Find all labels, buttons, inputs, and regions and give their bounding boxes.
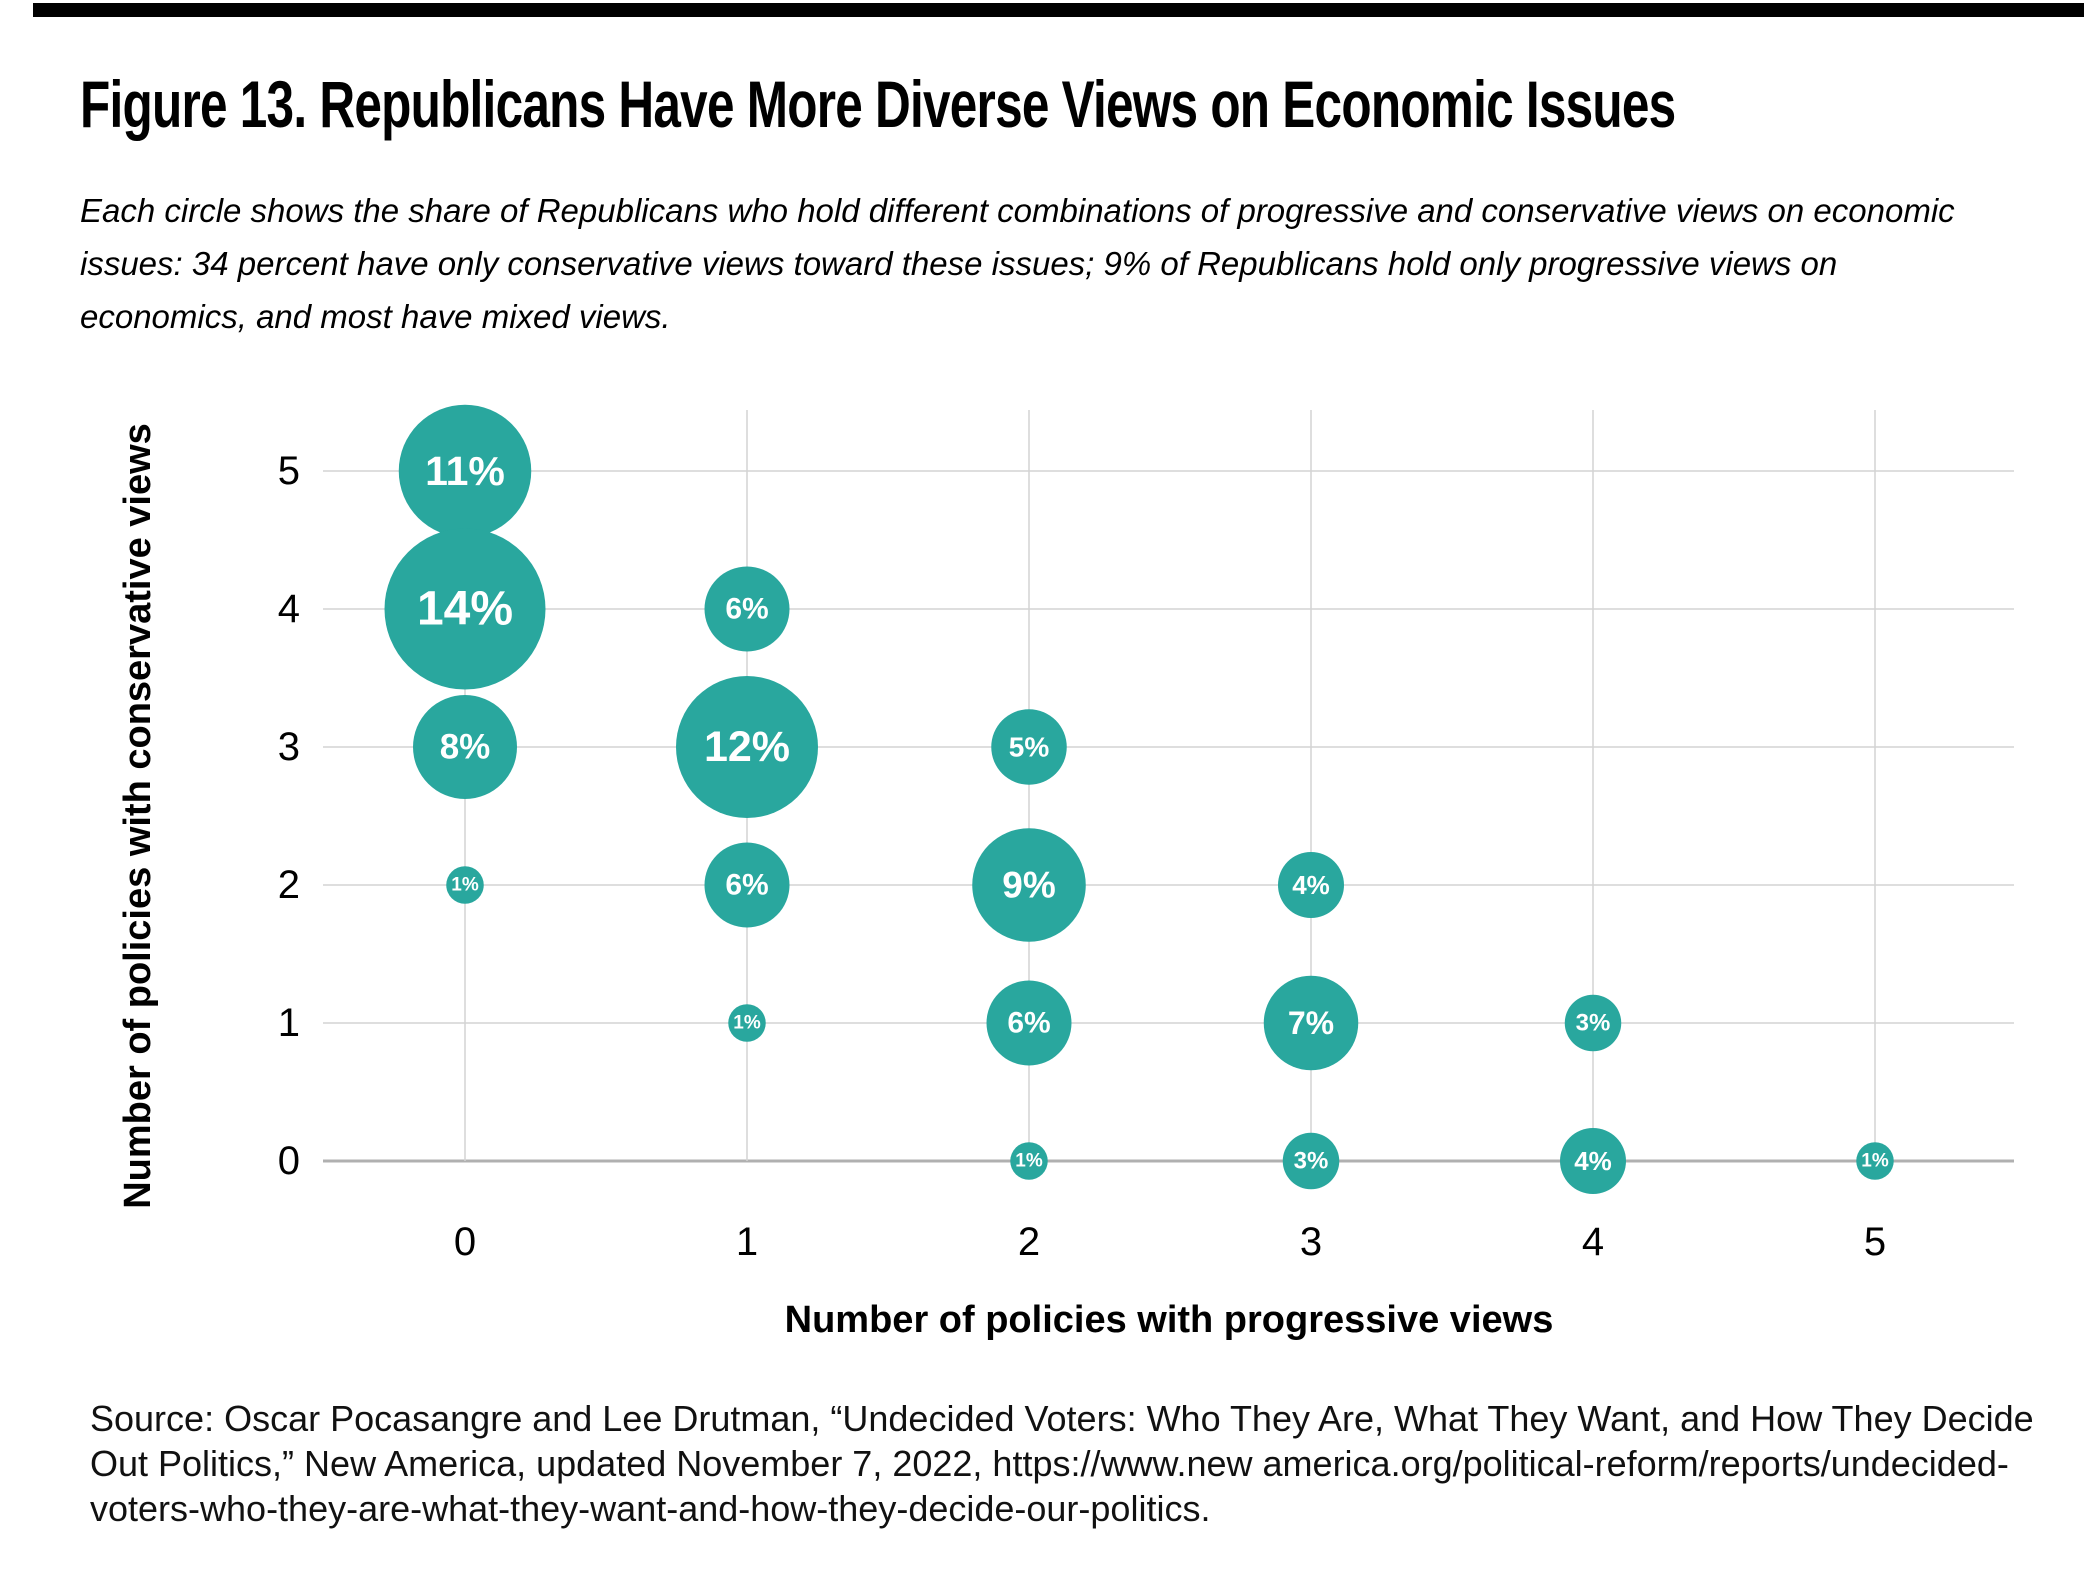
bubble-4-0 [1560, 1128, 1626, 1194]
bubble-label-2-3: 5% [1009, 732, 1050, 763]
top-rule [33, 3, 2084, 17]
bubble-label-2-0: 1% [1015, 1151, 1043, 1172]
description-line-1: Each circle shows the share of Republica… [80, 192, 1955, 229]
y-tick-label-1: 1 [278, 1001, 300, 1045]
source-line-3: voters-who-they-are-what-they-want-and-h… [90, 1488, 1211, 1529]
x-tick-label-5: 5 [1864, 1220, 1886, 1264]
bubble-label-1-4: 6% [725, 593, 768, 626]
y-tick-label-5: 5 [278, 449, 300, 493]
bubble-1-1 [728, 1004, 766, 1042]
bubble-label-2-1: 6% [1007, 1007, 1050, 1040]
x-tick-label-3: 3 [1300, 1220, 1322, 1264]
bubble-label-1-2: 6% [725, 869, 768, 902]
bubble-label-1-1: 1% [733, 1013, 761, 1034]
bubble-4-1 [1564, 994, 1622, 1052]
x-axis-title: Number of policies with progressive view… [785, 1299, 1554, 1341]
bubble-label-3-2: 4% [1292, 870, 1330, 900]
bubble-label-3-0: 3% [1294, 1148, 1329, 1175]
y-tick-label-0: 0 [278, 1139, 300, 1183]
bubble-3-2 [1278, 852, 1344, 918]
bubble-3-1 [1263, 975, 1359, 1071]
source-line-1: Source: Oscar Pocasangre and Lee Drutman… [90, 1398, 2034, 1439]
bubble-3-0 [1282, 1132, 1340, 1190]
bubble-1-3 [676, 676, 818, 818]
bubble-2-1 [986, 980, 1072, 1066]
description-line-3: economics, and most have mixed views. [80, 298, 671, 335]
figure-title: Figure 13. Republicans Have More Diverse… [80, 67, 1676, 141]
bubble-5-0 [1856, 1142, 1894, 1180]
bubble-label-4-1: 3% [1576, 1010, 1611, 1037]
bubble-2-0 [1010, 1142, 1048, 1180]
x-tick-label-1: 1 [736, 1220, 758, 1264]
bubble-1-4 [704, 566, 790, 652]
bubble-0-5 [398, 404, 532, 538]
source-citation: Source: Oscar Pocasangre and Lee Drutman… [90, 1396, 2034, 1531]
bubble-label-5-0: 1% [1861, 1151, 1889, 1172]
description-line-2: issues: 34 percent have only conservativ… [80, 245, 1838, 282]
bubble-2-2 [972, 828, 1086, 942]
bubble-0-4 [384, 528, 546, 690]
x-tick-label-4: 4 [1582, 1220, 1604, 1264]
figure-description: Each circle shows the share of Republica… [80, 184, 1955, 343]
bubble-label-3-1: 7% [1288, 1005, 1334, 1041]
bubble-0-2 [446, 866, 484, 904]
y-tick-label-3: 3 [278, 725, 300, 769]
bubble-label-1-3: 12% [704, 723, 790, 771]
bubble-label-0-2: 1% [451, 875, 479, 896]
bubble-0-3 [413, 695, 517, 799]
bubble-label-0-5: 11% [425, 448, 505, 494]
y-tick-label-2: 2 [278, 863, 300, 907]
x-tick-label-0: 0 [454, 1220, 476, 1264]
bubble-label-2-2: 9% [1002, 865, 1055, 906]
y-tick-label-4: 4 [278, 587, 300, 631]
bubble-2-3 [991, 709, 1067, 785]
y-axis-title: Number of policies with conservative vie… [117, 423, 159, 1209]
bubble-1-2 [704, 842, 790, 928]
bubble-label-0-4: 14% [417, 583, 513, 636]
source-line-2: Out Politics,” New America, updated Nove… [90, 1443, 2009, 1484]
bubble-label-0-3: 8% [440, 728, 491, 767]
x-tick-label-2: 2 [1018, 1220, 1040, 1264]
bubble-label-4-0: 4% [1574, 1146, 1612, 1176]
